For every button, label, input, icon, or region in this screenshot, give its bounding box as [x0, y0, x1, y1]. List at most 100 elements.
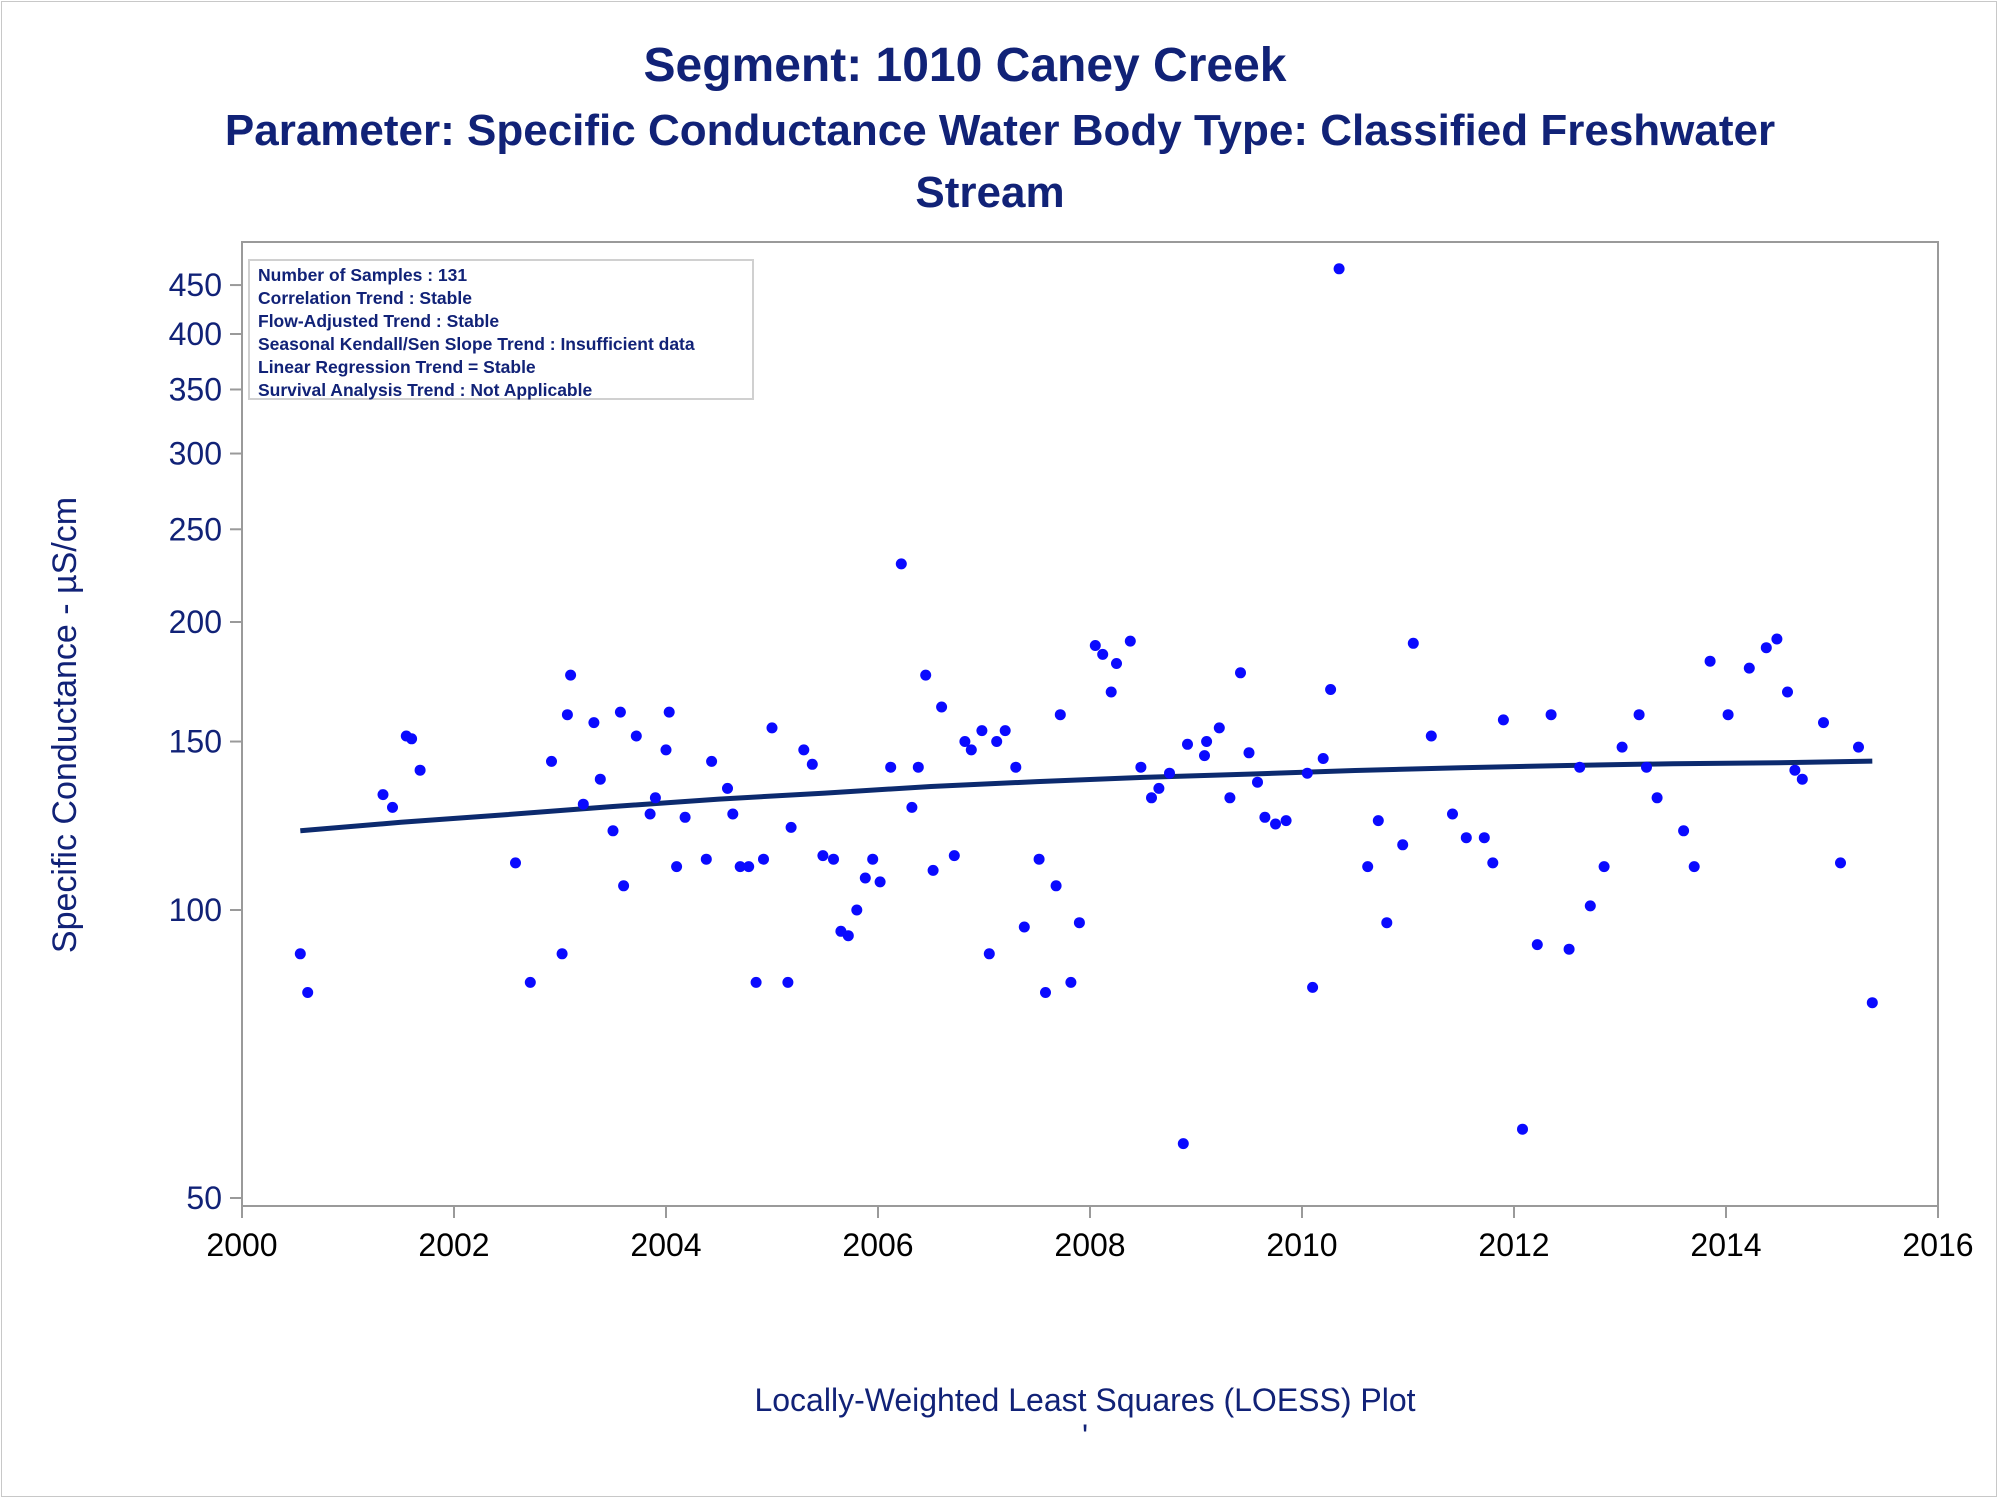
x-tick-label: 2014 — [1690, 1227, 1761, 1263]
data-point — [1563, 943, 1575, 955]
x-tick-label: 2010 — [1266, 1227, 1337, 1263]
data-point — [817, 850, 829, 862]
x-tick-label: 2006 — [842, 1227, 913, 1263]
x-tick-label: 2008 — [1054, 1227, 1125, 1263]
data-point — [1545, 709, 1557, 721]
data-point — [1372, 815, 1384, 827]
y-axis-label: Specific Conductance - µS/cm — [46, 497, 84, 953]
data-point — [1853, 741, 1864, 753]
data-point — [671, 861, 683, 873]
data-point — [782, 976, 794, 988]
data-point — [1135, 761, 1147, 773]
data-point — [1054, 709, 1066, 721]
stat-sample-count: Number of Samples : 131 — [258, 265, 468, 285]
data-point — [912, 761, 924, 773]
data-point — [1835, 857, 1846, 869]
y-tick-label: 350 — [169, 371, 222, 407]
data-point — [1478, 832, 1490, 844]
data-point — [1678, 825, 1690, 837]
data-point — [1651, 792, 1663, 804]
data-point — [927, 864, 939, 876]
data-point — [727, 808, 739, 820]
stat-linear-regression-trend: Linear Regression Trend = Stable — [258, 357, 536, 377]
data-point — [1497, 714, 1509, 726]
data-point — [859, 872, 871, 884]
data-point — [1065, 976, 1077, 988]
data-point — [1796, 773, 1808, 785]
footnote-mark: ' — [1081, 1418, 1089, 1454]
data-point — [1397, 839, 1409, 851]
data-point — [1111, 658, 1122, 669]
data-point — [1789, 764, 1801, 776]
data-point — [750, 976, 762, 988]
y-tick-label: 250 — [169, 511, 222, 547]
data-point — [1213, 722, 1225, 734]
data-point — [644, 808, 656, 820]
data-point — [1381, 917, 1393, 929]
loess-trend-line — [300, 758, 1873, 834]
chart-subtitle-continued: Stream — [915, 168, 1065, 217]
data-point — [976, 725, 988, 737]
data-point — [302, 987, 314, 998]
x-tick-label: 2016 — [1902, 1227, 1973, 1263]
data-point — [1362, 861, 1374, 873]
data-point — [785, 821, 797, 833]
stat-survival-analysis-trend: Survival Analysis Trend : Not Applicable — [258, 380, 593, 400]
data-point — [1641, 761, 1652, 773]
data-point — [377, 789, 389, 801]
data-point — [1089, 640, 1101, 651]
data-point — [556, 948, 568, 960]
data-point — [1164, 767, 1175, 779]
data-point — [948, 850, 960, 862]
y-tick-label: 50 — [186, 1180, 222, 1216]
data-point — [577, 798, 589, 810]
data-point — [1201, 736, 1213, 747]
data-point — [999, 725, 1011, 737]
data-point — [1531, 939, 1543, 951]
data-point — [618, 880, 630, 892]
data-point — [1688, 861, 1700, 873]
data-point — [387, 801, 398, 813]
data-point — [1050, 880, 1062, 892]
x-tick-label: 2000 — [206, 1227, 277, 1263]
data-point — [1307, 981, 1319, 993]
data-point — [1722, 709, 1734, 721]
data-point — [1182, 738, 1193, 750]
data-point — [565, 669, 577, 681]
data-point — [594, 773, 606, 785]
footnote: Locally-Weighted Least Squares (LOESS) P… — [754, 1382, 1416, 1418]
data-point — [920, 669, 932, 681]
data-point — [561, 709, 573, 721]
y-tick-label: 150 — [169, 724, 222, 760]
data-point — [991, 736, 1003, 747]
data-point — [851, 904, 863, 916]
data-point — [1097, 648, 1109, 660]
data-point — [1018, 921, 1030, 933]
data-point — [766, 722, 778, 734]
data-point — [1146, 792, 1157, 804]
data-point — [1153, 782, 1165, 794]
data-point — [679, 811, 691, 823]
data-point — [1584, 900, 1596, 912]
data-point — [1325, 684, 1337, 695]
y-tick-label: 450 — [169, 267, 222, 303]
data-point — [1243, 747, 1255, 759]
data-point — [706, 755, 718, 767]
x-tick-label: 2002 — [418, 1227, 489, 1263]
data-point — [1010, 761, 1022, 773]
data-point — [874, 876, 886, 888]
data-point — [828, 853, 839, 865]
y-tick-label: 100 — [169, 892, 222, 928]
data-point — [1760, 642, 1772, 654]
data-point — [965, 744, 977, 756]
data-point — [1743, 662, 1755, 674]
data-point — [660, 744, 672, 756]
data-point — [1616, 741, 1628, 753]
data-point — [607, 825, 619, 837]
data-point — [414, 764, 426, 776]
data-point — [1782, 686, 1793, 698]
y-tick-label: 400 — [169, 316, 222, 352]
data-point — [983, 948, 995, 960]
